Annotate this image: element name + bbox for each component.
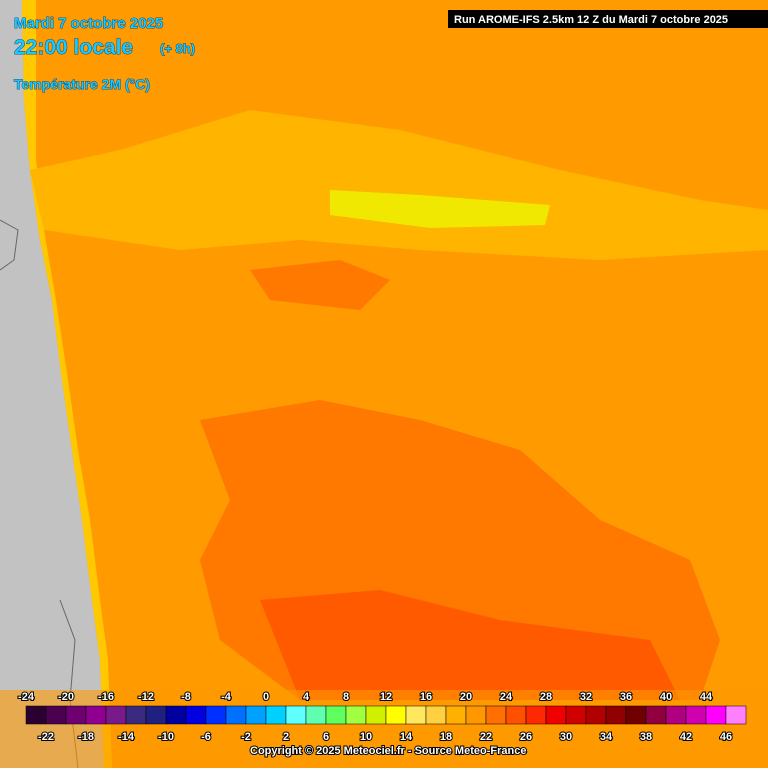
legend-swatch <box>525 705 547 725</box>
legend-label: 2 <box>283 731 289 743</box>
legend-swatch <box>125 705 147 725</box>
legend-swatch <box>425 705 447 725</box>
legend-swatch <box>625 705 647 725</box>
legend-label: -18 <box>78 731 94 743</box>
legend-swatch <box>685 705 707 725</box>
legend-label: 32 <box>580 691 592 703</box>
legend-label: -20 <box>58 691 74 703</box>
legend-label: -2 <box>241 731 251 743</box>
legend-swatch <box>285 705 307 725</box>
legend-label: 28 <box>540 691 552 703</box>
legend-label: -22 <box>38 731 54 743</box>
legend-label: -6 <box>201 731 211 743</box>
legend-swatch <box>405 705 427 725</box>
legend-label: 30 <box>560 731 572 743</box>
legend-label: 20 <box>460 691 472 703</box>
legend-label: -12 <box>138 691 154 703</box>
legend-label: -24 <box>18 691 35 703</box>
legend-swatch <box>385 705 407 725</box>
legend-swatch <box>225 705 247 725</box>
legend-swatch <box>565 705 587 725</box>
legend-swatch <box>145 705 167 725</box>
copyright: Copyright © 2025 Meteociel.fr - Source M… <box>250 745 526 757</box>
legend-swatch <box>265 705 287 725</box>
legend-label: 22 <box>480 731 492 743</box>
legend-label: 18 <box>440 731 452 743</box>
border-line <box>0 219 19 271</box>
legend-label: 12 <box>380 691 392 703</box>
legend-label: 8 <box>343 691 349 703</box>
legend-background <box>0 690 768 768</box>
coastal-band <box>22 0 112 768</box>
legend-swatch <box>445 705 467 725</box>
legend-label: 36 <box>620 691 632 703</box>
legend-swatch <box>605 705 627 725</box>
warm-patch <box>250 260 390 310</box>
legend-swatch <box>65 705 87 725</box>
legend-swatch <box>345 705 367 725</box>
legend-swatch <box>305 705 327 725</box>
legend-label: 40 <box>660 691 672 703</box>
legend-swatch <box>545 705 567 725</box>
legend-label: 46 <box>720 731 732 743</box>
legend-label: 14 <box>400 731 413 743</box>
legend-swatch <box>725 705 747 725</box>
legend-label: 34 <box>600 731 613 743</box>
legend-swatch <box>105 705 127 725</box>
parameter: Température 2M (°C) <box>14 76 150 92</box>
legend-swatch <box>705 705 727 725</box>
legend-swatch <box>645 705 667 725</box>
time: 22:00 locale <box>14 36 133 59</box>
legend-swatch <box>485 705 507 725</box>
legend-swatch <box>85 705 107 725</box>
legend-swatch <box>185 705 207 725</box>
legend-swatch <box>325 705 347 725</box>
warmest-zone <box>260 590 680 700</box>
legend-label: 6 <box>323 731 329 743</box>
legend-swatch <box>25 705 47 725</box>
legend-label: 4 <box>303 691 310 703</box>
legend-swatch <box>245 705 267 725</box>
legend-label: 0 <box>263 691 269 703</box>
cool-zone <box>30 110 768 260</box>
legend-swatch <box>585 705 607 725</box>
legend-label: -10 <box>158 731 174 743</box>
legend-swatch <box>665 705 687 725</box>
legend-swatch <box>165 705 187 725</box>
legend-label: 44 <box>700 691 713 703</box>
cold-spot <box>330 190 550 228</box>
legend-label: 10 <box>360 731 372 743</box>
legend-swatch <box>505 705 527 725</box>
lead-time: (+ 8h) <box>160 41 195 56</box>
legend-label: -4 <box>221 691 232 703</box>
legend-label: 16 <box>420 691 432 703</box>
legend-swatch <box>205 705 227 725</box>
sea <box>0 0 104 768</box>
legend-swatch <box>45 705 67 725</box>
legend-label: -14 <box>118 731 135 743</box>
legend-label: 24 <box>500 691 513 703</box>
legend-label: -8 <box>181 691 191 703</box>
legend-label: -16 <box>98 691 114 703</box>
legend-swatch <box>365 705 387 725</box>
run-box <box>448 10 768 28</box>
legend-label: 42 <box>680 731 692 743</box>
legend-label: 38 <box>640 731 652 743</box>
run-info: Run AROME-IFS 2.5km 12 Z du Mardi 7 octo… <box>454 14 728 26</box>
legend-label: 26 <box>520 731 532 743</box>
legend-swatch <box>465 705 487 725</box>
date: Mardi 7 octobre 2025 <box>14 15 163 32</box>
